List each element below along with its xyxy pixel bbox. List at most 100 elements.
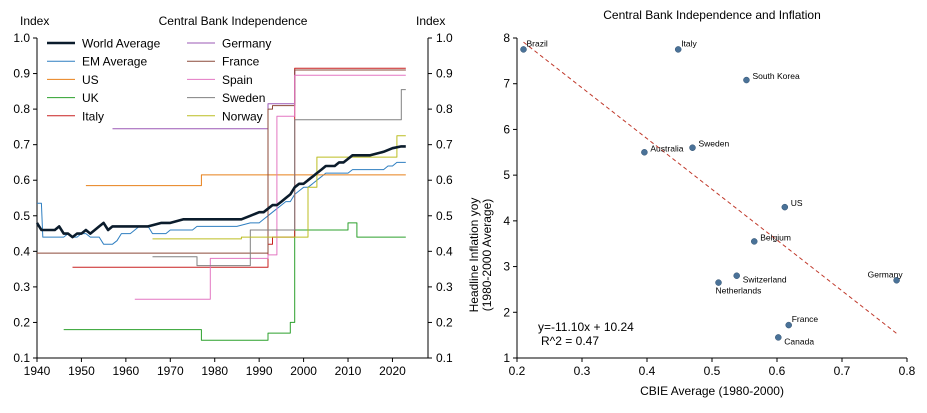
scatter-point-label-netherlands: Netherlands (716, 286, 762, 296)
scatter-point-label-france: France (792, 314, 819, 324)
right-x-axis-label: CBIE Average (1980-2000) (640, 384, 784, 398)
series-line-norway (152, 135, 406, 240)
left-y-tick-label: 0.9 (13, 67, 30, 81)
series-line-sweden (152, 89, 406, 267)
right-y-tick-label: 0.9 (436, 67, 453, 81)
right-y-tick-label: 0.5 (436, 209, 453, 223)
left-chart-title: Central Bank Independence (159, 14, 308, 28)
left-y-tick-label: 0.8 (13, 102, 30, 116)
scatter-point-label-us: US (791, 198, 803, 208)
scatter-y-tick-label: 8 (503, 31, 510, 45)
series-line-spain (134, 74, 406, 300)
left-y-tick-label: 0.5 (13, 209, 30, 223)
right-y-tick-label: 0.1 (436, 351, 453, 365)
scatter-point-germany (893, 277, 900, 284)
fit-equation-annotation: y=-11.10x + 10.24 (538, 320, 634, 334)
scatter-x-tick-label: 0.3 (574, 364, 591, 378)
scatter-y-tick-label: 2 (503, 305, 510, 319)
right-chart-title: Central Bank Independence and Inflation (603, 8, 821, 22)
legend-label-uk: UK (82, 91, 99, 105)
scatter-point-belgium (751, 238, 758, 245)
regression-fit-line (523, 41, 898, 335)
x-tick-label: 2000 (290, 364, 317, 378)
scatter-point-switzerland (733, 272, 740, 279)
right-y-tick-label: 1.0 (436, 31, 453, 45)
left-chart-series (35, 67, 406, 341)
right-y-axis-label: Index (416, 14, 445, 28)
left-chart-legend: World Average EM Average US UK Italy Germany F… (47, 37, 271, 123)
series-line-us (85, 174, 406, 187)
scatter-point-label-belgium: Belgium (760, 232, 791, 242)
legend-label-us: US (82, 73, 99, 87)
scatter-x-tick-label: 0.7 (834, 364, 851, 378)
x-tick-label: 2010 (335, 364, 362, 378)
legend-label-sweden: Sweden (222, 91, 265, 105)
scatter-point-label-australia: Australia (650, 143, 683, 153)
right-y-tick-label: 0.2 (436, 315, 453, 329)
scatter-point-label-germany: Germany (868, 269, 904, 279)
scatter-point-label-south-korea: South Korea (752, 71, 800, 81)
x-tick-label: 1960 (113, 364, 140, 378)
scatter-point-canada (775, 334, 782, 341)
right-chart-fit (523, 41, 898, 335)
series-line-uk (63, 222, 406, 341)
scatter-point-italy (674, 46, 682, 53)
left-y-tick-label: 1.0 (13, 31, 30, 45)
legend-label-france: France (222, 55, 260, 69)
scatter-point-label-sweden: Sweden (699, 139, 730, 149)
right-chart-axes: 0.2 0.3 0.4 0.5 0.6 0.7 0.8 1 2 3 4 5 6 7 8 (503, 31, 915, 378)
scatter-point-label-switzerland: Switzerland (743, 275, 787, 285)
x-tick-label: 1990 (246, 364, 273, 378)
scatter-x-tick-label: 0.8 (899, 364, 916, 378)
scatter-point-label-canada: Canada (784, 336, 814, 346)
legend-label-italy: Italy (82, 109, 104, 123)
x-tick-label: 1970 (157, 364, 184, 378)
scatter-x-tick-label: 0.5 (704, 364, 721, 378)
scatter-y-tick-label: 7 (503, 77, 510, 91)
r-squared-annotation: R^2 = 0.47 (541, 334, 599, 348)
right-y-tick-label: 0.8 (436, 102, 453, 116)
scatter-point-label-italy: Italy (681, 38, 697, 48)
scatter-y-tick-label: 6 (503, 122, 510, 136)
right-y-tick-label: 0.6 (436, 173, 453, 187)
left-y-tick-label: 0.1 (13, 351, 30, 365)
left-y-tick-label: 0.7 (13, 138, 30, 152)
x-tick-label: 1980 (201, 364, 228, 378)
right-y-axis-label-line1: Headline Inflation yoy (467, 198, 481, 313)
scatter-point-us (781, 203, 789, 211)
scatter-point-sweden (689, 144, 696, 151)
scatter-point-france (785, 321, 792, 329)
scatter-x-tick-label: 0.2 (509, 364, 526, 378)
series-line-world-average (35, 145, 406, 239)
scatter-x-tick-label: 0.4 (639, 364, 656, 378)
scatter-point-netherlands (715, 279, 722, 286)
legend-label-norway: Norway (222, 109, 263, 123)
legend-label-spain: Spain (222, 73, 253, 87)
scatter-y-tick-label: 4 (503, 214, 510, 228)
x-tick-label: 2020 (379, 364, 406, 378)
x-tick-label: 1940 (24, 364, 51, 378)
right-chart-points: Brazil Italy South Korea Australia Sweden US B… (520, 38, 904, 346)
right-y-axis-label-line2: (1980-2000 Average) (480, 199, 494, 312)
right-y-tick-label: 0.3 (436, 280, 453, 294)
right-y-tick-label: 0.7 (436, 138, 453, 152)
right-y-tick-label: 0.4 (436, 244, 453, 258)
scatter-y-tick-label: 3 (503, 260, 510, 274)
scatter-point-label-brazil: Brazil (527, 38, 548, 48)
legend-label-world-average: World Average (82, 37, 161, 51)
left-y-tick-label: 0.6 (13, 173, 30, 187)
left-y-axis-label: Index (20, 14, 49, 28)
legend-label-germany: Germany (222, 37, 271, 51)
left-chart-axes: 1940 1950 1960 1970 1980 1990 2000 2010 2020 0.1 0… (13, 31, 453, 378)
scatter-x-tick-label: 0.6 (769, 364, 786, 378)
scatter-point-south-korea (743, 76, 750, 84)
scatter-point-australia (641, 149, 648, 156)
left-y-tick-label: 0.4 (13, 244, 30, 258)
scatter-y-tick-label: 5 (503, 168, 510, 182)
left-y-tick-label: 0.2 (13, 315, 30, 329)
left-y-tick-label: 0.3 (13, 280, 30, 294)
scatter-y-tick-label: 1 (503, 351, 510, 365)
legend-label-em-average: EM Average (82, 55, 147, 69)
